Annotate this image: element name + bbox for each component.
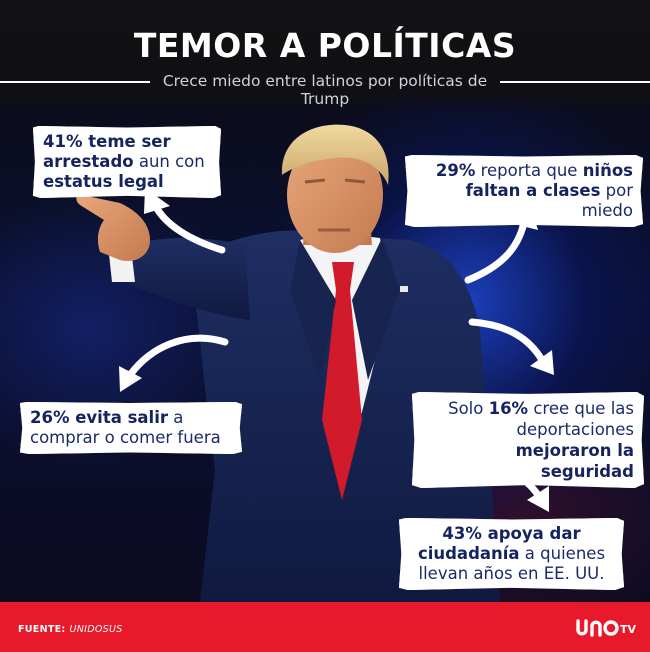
page-title: TEMOR A POLÍTICAS [133, 26, 517, 65]
uno-tv-logo-icon: TV [576, 619, 637, 637]
callout-outings-line2: comprar o comer fuera [30, 428, 221, 447]
callout-security-pct: 16% [488, 399, 529, 418]
callout-citizenship-em2: ciudadanía [417, 544, 520, 563]
callout-arrest-em: arrestado [43, 152, 134, 171]
callout-security-line2: deportaciones [516, 420, 634, 439]
arrowhead-4 [530, 350, 554, 375]
suit-arm [120, 238, 250, 320]
arrow-1 [151, 201, 226, 254]
callout-school-em: niños [582, 161, 633, 180]
page-subtitle: Crece miedo entre latinos por políticas … [162, 72, 488, 108]
tie [322, 262, 362, 500]
header-band [0, 0, 650, 112]
source-value: UNIDOSUS [69, 624, 123, 635]
arrow-4 [468, 318, 546, 364]
callout-citizenship-line3: llevan años en EE. UU. [418, 564, 605, 583]
source-credit: FUENTE: UNIDOSUS [18, 624, 123, 635]
title-divider-right [500, 81, 650, 83]
callout-security-text: Solo [448, 399, 489, 418]
callout-school-em2: faltan a clases [465, 181, 601, 200]
arrow-3 [126, 334, 229, 379]
callout-citizenship-text: a quienes [519, 544, 606, 563]
source-label: FUENTE: [18, 624, 66, 635]
callout-arrest-text: aun con [133, 152, 205, 171]
hair [281, 124, 389, 185]
arrowhead-3 [119, 366, 142, 392]
svg-text:TV: TV [620, 623, 637, 636]
callout-citizenship: 43% apoya dar ciudadanía a quienes lleva… [399, 518, 624, 590]
callout-citizenship-em: 43% apoya dar [442, 524, 581, 543]
callout-arrest: 41% teme ser arrestado aun con estatus l… [33, 126, 221, 198]
callout-outings-em: 26% evita salir [30, 408, 169, 427]
callout-arrest-line1: 41% teme ser [43, 132, 171, 151]
callout-security-text2: cree que las [528, 399, 634, 418]
callout-arrows [119, 188, 554, 512]
pointing-hand [76, 194, 150, 262]
arrowhead-5 [527, 486, 549, 512]
callout-outings-text: a [168, 408, 184, 427]
callout-school-pct: 29% [435, 161, 476, 180]
footer-bar: FUENTE: UNIDOSUS TV [0, 602, 650, 652]
callout-school: 29% reporta que niños faltan a clases po… [405, 155, 643, 227]
callout-arrest-line3: estatus legal [43, 172, 164, 191]
callout-security-em: mejoraron la seguridad [515, 441, 634, 481]
callout-school-text2: por miedo [581, 181, 633, 220]
callout-outings: 26% evita salir a comprar o comer fuera [20, 402, 242, 454]
title-divider-left [0, 81, 150, 83]
arrow-2 [464, 214, 529, 284]
callout-school-text: reporta que [475, 161, 583, 180]
speaker-photo [76, 124, 500, 602]
callout-security: Solo 16% cree que las deportaciones mejo… [412, 392, 644, 488]
face [287, 137, 383, 253]
